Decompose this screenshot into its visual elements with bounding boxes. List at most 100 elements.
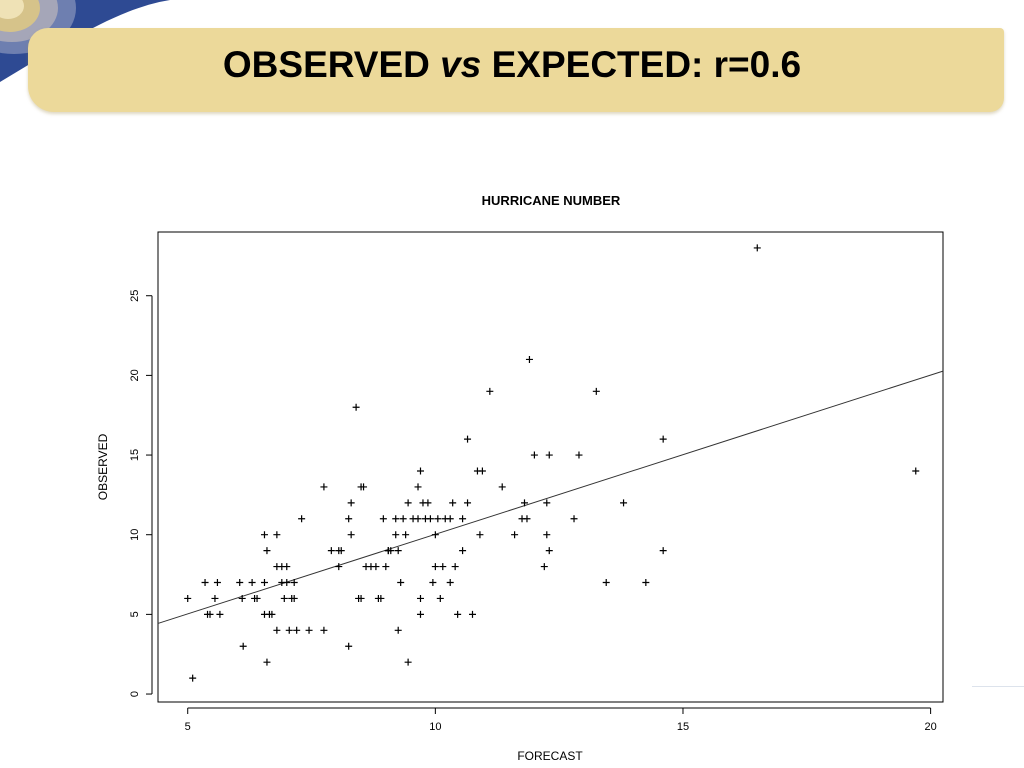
- data-point: [392, 531, 400, 539]
- data-point: [382, 563, 390, 571]
- data-point: [426, 515, 434, 523]
- data-point: [464, 435, 472, 443]
- data-point: [387, 547, 395, 555]
- data-point: [525, 355, 533, 363]
- x-tick-label: 5: [185, 721, 191, 733]
- data-point: [345, 515, 353, 523]
- data-point: [285, 626, 293, 634]
- data-point: [394, 626, 402, 634]
- y-axis: 0 5 10 15 20 25: [129, 290, 153, 697]
- data-point: [439, 563, 447, 571]
- data-point: [392, 515, 400, 523]
- data-point: [404, 658, 412, 666]
- data-point: [431, 563, 439, 571]
- data-point: [394, 547, 402, 555]
- data-point: [238, 594, 246, 602]
- data-point: [290, 594, 298, 602]
- data-point: [523, 515, 531, 523]
- data-point: [273, 531, 281, 539]
- data-point: [335, 563, 343, 571]
- data-point: [280, 594, 288, 602]
- data-point: [184, 594, 192, 602]
- data-point: [399, 515, 407, 523]
- title-vs: vs: [440, 44, 482, 85]
- data-point: [659, 547, 667, 555]
- data-point: [293, 626, 301, 634]
- data-point: [347, 499, 355, 507]
- data-point: [260, 579, 268, 587]
- points-layer: [184, 244, 920, 682]
- regression-layer: [157, 370, 944, 624]
- data-point: [498, 483, 506, 491]
- x-tick-label: 15: [677, 721, 689, 733]
- data-point: [201, 579, 209, 587]
- data-point: [216, 610, 224, 618]
- chart-title: HURRICANE NUMBER: [482, 193, 621, 208]
- data-point: [449, 499, 457, 507]
- title-bar: [28, 28, 1004, 112]
- data-point: [429, 579, 437, 587]
- data-point: [290, 579, 298, 587]
- data-point: [545, 451, 553, 459]
- y-tick-label: 10: [129, 529, 141, 541]
- data-point: [642, 579, 650, 587]
- corner-divider: [972, 686, 1024, 687]
- data-point: [404, 499, 412, 507]
- data-point: [543, 531, 551, 539]
- plot-frame: [157, 231, 944, 703]
- x-tick-label: 20: [924, 721, 936, 733]
- data-point: [298, 515, 306, 523]
- data-point: [345, 642, 353, 650]
- data-point: [543, 499, 551, 507]
- data-point: [545, 547, 553, 555]
- data-point: [540, 563, 548, 571]
- data-point: [263, 547, 271, 555]
- data-point: [468, 610, 476, 618]
- data-point: [360, 483, 368, 491]
- data-point: [451, 563, 459, 571]
- data-point: [414, 483, 422, 491]
- y-tick-label: 0: [129, 691, 141, 697]
- data-point: [416, 594, 424, 602]
- data-point: [189, 674, 197, 682]
- data-point: [268, 610, 276, 618]
- data-point: [459, 515, 467, 523]
- data-point: [434, 515, 442, 523]
- title-expected: EXPECTED: r=0.6: [491, 44, 802, 85]
- data-point: [283, 579, 291, 587]
- data-point: [659, 435, 667, 443]
- axes-layer: 5 10 15 20 0 5 10 15 20 25: [129, 290, 937, 733]
- data-point: [912, 467, 920, 475]
- data-point: [320, 483, 328, 491]
- data-point: [260, 531, 268, 539]
- data-point: [213, 579, 221, 587]
- y-tick-label: 15: [129, 449, 141, 461]
- data-point: [602, 579, 610, 587]
- y-tick-label: 20: [129, 369, 141, 381]
- data-point: [263, 658, 271, 666]
- data-point: [431, 531, 439, 539]
- data-point: [520, 499, 528, 507]
- data-point: [337, 547, 345, 555]
- data-point: [575, 451, 583, 459]
- data-point: [620, 499, 628, 507]
- data-point: [239, 642, 247, 650]
- slide-title: OBSERVED vs EXPECTED: r=0.6: [0, 44, 1024, 86]
- data-point: [320, 626, 328, 634]
- data-point: [570, 515, 578, 523]
- data-point: [305, 626, 313, 634]
- data-point: [486, 387, 494, 395]
- x-tick-label: 10: [429, 721, 441, 733]
- data-point: [397, 579, 405, 587]
- data-point: [530, 451, 538, 459]
- data-point: [347, 531, 355, 539]
- data-point: [592, 387, 600, 395]
- y-tick-label: 5: [129, 611, 141, 617]
- title-observed: OBSERVED: [222, 44, 430, 85]
- data-point: [459, 547, 467, 555]
- data-point: [273, 626, 281, 634]
- data-point: [402, 531, 410, 539]
- data-point: [372, 563, 380, 571]
- data-point: [436, 594, 444, 602]
